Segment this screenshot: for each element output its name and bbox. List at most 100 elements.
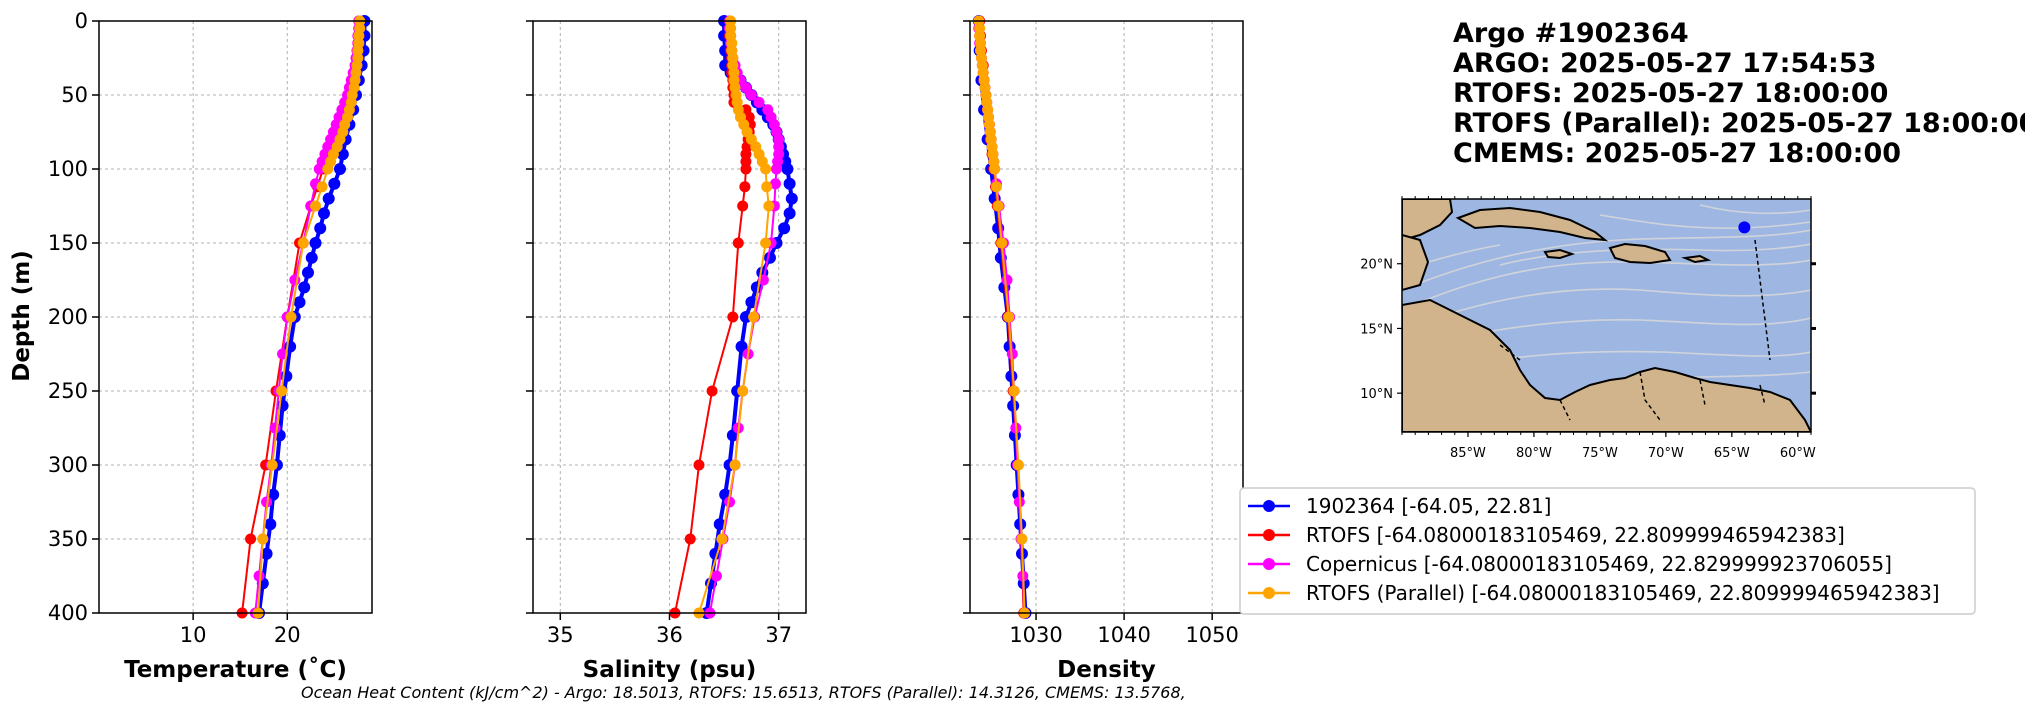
location-map: 85°W 80°W 75°W 70°W 65°W 60°W 20°N 15°N 10°N	[1360, 196, 1816, 461]
series-3	[693, 15, 775, 619]
depth-axis-label: Depth (m)	[9, 250, 35, 382]
y-tick-label: 50	[61, 83, 88, 107]
data-point	[317, 207, 330, 220]
data-point	[761, 181, 773, 193]
x-tick-label: 1030	[1009, 623, 1062, 647]
data-point	[267, 488, 280, 501]
y-tick-label: 350	[48, 527, 88, 551]
map-lat-label: 20°N	[1360, 258, 1393, 273]
x-axis-label: Salinity (psu)	[583, 657, 757, 683]
data-point	[763, 200, 775, 212]
data-point	[781, 163, 794, 175]
data-point	[735, 340, 748, 353]
data-point	[745, 296, 758, 309]
data-point	[298, 281, 311, 294]
data-point	[732, 237, 744, 249]
data-point	[760, 163, 772, 175]
legend-marker	[1263, 587, 1275, 599]
data-point	[769, 178, 781, 190]
data-point	[989, 163, 1001, 175]
data-point	[760, 237, 772, 249]
x-tick-label: 1040	[1097, 623, 1150, 647]
data-point	[276, 385, 288, 397]
data-point	[333, 163, 346, 175]
data-point	[713, 518, 726, 531]
x-tick-label: 20	[274, 623, 301, 647]
y-tick-label: 300	[48, 453, 88, 477]
data-point	[269, 422, 281, 434]
data-point	[778, 222, 791, 235]
map-lat-label: 15°N	[1360, 322, 1393, 337]
legend-label: RTOFS [-64.08000183105469, 22.8099994659…	[1306, 523, 1845, 547]
ocean-heat-content-footer: Ocean Heat Content (kJ/cm^2) - Argo: 18.…	[301, 683, 1186, 702]
x-axis-label: Temperature (˚C)	[124, 656, 347, 683]
grid	[99, 20, 372, 614]
legend-label: RTOFS (Parallel) [-64.08000183105469, 22…	[1306, 581, 1940, 605]
data-point	[305, 251, 318, 264]
data-point	[301, 266, 314, 279]
title-line-5: CMEMS: 2025-05-27 18:00:00	[1453, 138, 1901, 169]
data-point	[1008, 385, 1020, 397]
data-point	[990, 181, 1002, 193]
data-point	[992, 200, 1004, 212]
float-location-marker	[1738, 221, 1751, 234]
temperature-panel: 10 20050100150200250300350400Temperature …	[48, 9, 373, 683]
data-point	[716, 533, 728, 545]
legend-entry: RTOFS (Parallel) [-64.08000183105469, 22…	[1248, 581, 1940, 605]
data-point	[729, 459, 741, 471]
grid	[970, 20, 1243, 614]
legend-marker	[1263, 558, 1275, 570]
data-point	[297, 237, 309, 249]
title-line-4: RTOFS (Parallel): 2025-05-27 18:00:00	[1453, 108, 2025, 139]
data-point	[745, 89, 757, 101]
grid	[533, 20, 806, 614]
map-lon-label: 70°W	[1648, 446, 1684, 461]
land-masses	[1402, 199, 1811, 432]
data-point	[771, 163, 783, 175]
data-point	[739, 311, 752, 323]
data-point	[783, 207, 796, 220]
data-point	[245, 533, 257, 545]
salinity-panel: 35 36 37 Salinity (psu)	[526, 15, 807, 683]
map-lon-label: 80°W	[1516, 446, 1552, 461]
title-line-1: Argo #1902364	[1453, 18, 1689, 49]
data-point	[266, 459, 278, 471]
data-point	[264, 518, 277, 531]
map-lon-label: 65°W	[1714, 446, 1750, 461]
data-point	[328, 177, 341, 190]
country-borders	[1499, 239, 1771, 421]
legend-entry: Copernicus [-64.08000183105469, 22.82999…	[1248, 552, 1892, 576]
data-point	[785, 192, 798, 205]
data-point	[763, 251, 776, 264]
data-point	[322, 163, 334, 175]
data-point	[737, 200, 749, 212]
title-line-3: RTOFS: 2025-05-27 18:00:00	[1453, 78, 1888, 109]
x-axis-label: Density	[1057, 657, 1156, 683]
series-3	[252, 15, 366, 619]
map-lon-label: 75°W	[1582, 446, 1618, 461]
data-point	[314, 222, 327, 235]
legend-marker	[1263, 529, 1275, 541]
legend: 1902364 [-64.05, 22.81] RTOFS [-64.080001…	[1239, 487, 1976, 615]
data-point	[737, 385, 749, 397]
data-point	[260, 547, 273, 560]
y-tick-label: 200	[48, 305, 88, 329]
legend-entry: RTOFS [-64.08000183105469, 22.8099994659…	[1248, 523, 1845, 547]
data-point	[1016, 533, 1028, 545]
y-tick-label: 0	[75, 9, 88, 33]
data-point	[1003, 311, 1015, 323]
x-tick-label: 35	[547, 623, 574, 647]
series-0	[972, 15, 1032, 619]
legend-entry: 1902364 [-64.05, 22.81]	[1248, 494, 1551, 518]
data-point	[783, 177, 796, 190]
data-point	[684, 533, 696, 545]
data-point	[322, 192, 335, 205]
data-point	[1001, 274, 1013, 286]
y-tick-label: 250	[48, 379, 88, 403]
data-point	[310, 200, 322, 212]
data-point	[753, 96, 765, 108]
density-panel: 1030 1040 1050 Density	[963, 15, 1244, 683]
x-tick-label: 37	[765, 623, 792, 647]
data-point	[316, 181, 328, 193]
